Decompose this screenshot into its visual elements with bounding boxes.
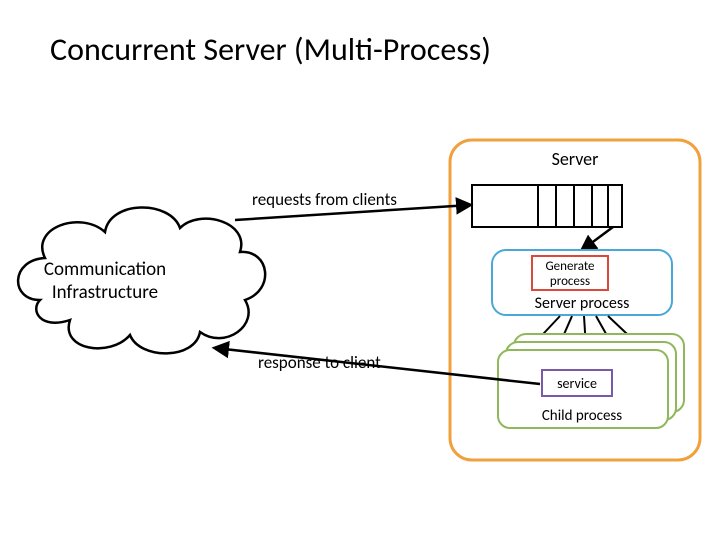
response-label: response to client: [258, 352, 381, 373]
requests-label: requests from clients: [252, 189, 397, 210]
child-process-stack: service Child process: [498, 334, 684, 428]
server-process-label: Server process: [535, 294, 630, 313]
slide-title: Concurrent Server (Multi-Process): [50, 30, 491, 69]
generate-process-label-1: Generate: [545, 259, 594, 274]
service-box-label: service: [557, 375, 597, 392]
server-label: Server: [552, 148, 599, 170]
cloud-label-1: Communication: [44, 258, 166, 281]
request-queue: [472, 185, 622, 227]
cloud-label-2: Infrastructure: [52, 281, 158, 304]
generate-process-label-2: process: [550, 274, 590, 289]
child-process-label: Child process: [542, 407, 622, 425]
